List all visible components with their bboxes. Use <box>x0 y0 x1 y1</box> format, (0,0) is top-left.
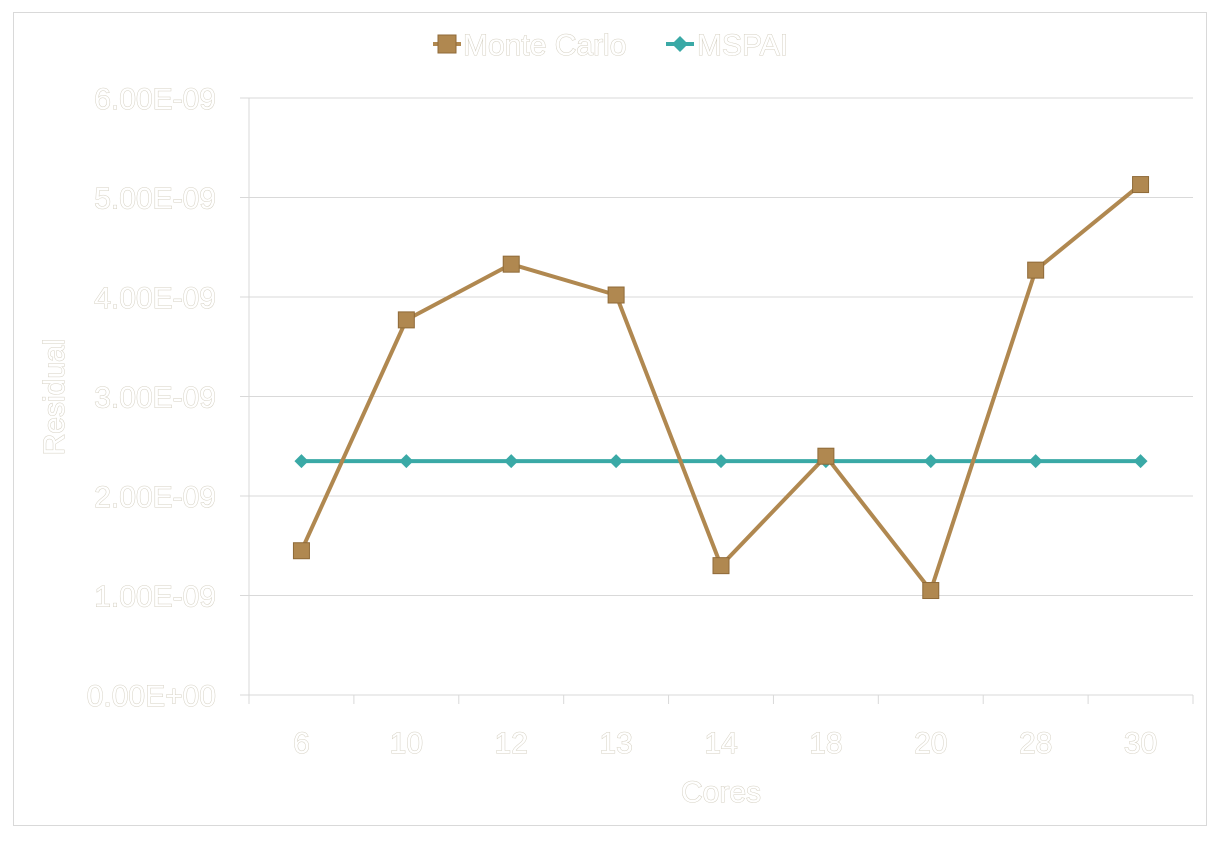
data-point <box>1027 261 1045 279</box>
data-point <box>712 557 730 575</box>
data-point <box>397 311 415 329</box>
legend-mspai-marker <box>672 36 688 52</box>
y-tick-labels: 0.00E+00 1.00E-09 2.00E-09 3.00E-09 4.00E-09… <box>86 83 216 714</box>
x-axis-title: Cores <box>681 776 761 809</box>
data-point <box>294 454 309 469</box>
data-point <box>714 454 728 469</box>
y-tick-label: 5.00E-09 <box>94 183 216 216</box>
y-tick-label: 0.00E+00 <box>87 680 216 713</box>
data-point <box>922 582 940 600</box>
series-monte-carlo <box>292 176 1150 600</box>
legend: Monte Carlo MSPAI <box>433 29 789 63</box>
y-tick-label: 6.00E-09 <box>94 83 216 116</box>
legend-mspai-label: MSPAI <box>697 29 788 62</box>
y-tick-label: 1.00E-09 <box>94 581 216 614</box>
x-tick-label: 6 <box>293 727 310 760</box>
data-point <box>504 454 519 469</box>
gridlines <box>249 97 1193 596</box>
x-tick-labels: 6 10 12 13 14 18 20 28 30 <box>293 727 1158 761</box>
data-point <box>1132 176 1150 194</box>
x-tick-label: 10 <box>390 727 423 760</box>
x-tick-label: 13 <box>599 727 632 760</box>
data-point <box>923 454 938 469</box>
x-tick-label: 18 <box>809 727 842 760</box>
x-tick-label: 28 <box>1019 727 1052 760</box>
x-tick-label: 20 <box>914 727 947 760</box>
data-point <box>607 286 625 304</box>
y-tick-label: 4.00E-09 <box>94 282 216 315</box>
y-axis-title: Residual <box>38 339 71 456</box>
data-point <box>1133 454 1148 469</box>
x-tick-label: 12 <box>495 727 528 760</box>
data-point <box>609 454 624 469</box>
data-point <box>817 447 835 465</box>
series-mspai <box>294 454 1148 469</box>
data-point <box>1028 454 1043 469</box>
x-tick-label: 14 <box>704 727 737 760</box>
data-point <box>502 255 520 273</box>
legend-monte-carlo-marker <box>437 34 457 54</box>
legend-monte-carlo-label: Monte Carlo <box>463 29 626 62</box>
chart-frame <box>13 12 1207 826</box>
series-line <box>299 183 1142 593</box>
axes <box>240 97 1194 704</box>
data-point <box>399 454 414 469</box>
series-group <box>292 176 1150 600</box>
y-tick-label: 3.00E-09 <box>94 382 216 415</box>
y-tick-label: 2.00E-09 <box>94 481 216 514</box>
data-point <box>292 542 310 560</box>
x-tick-label: 30 <box>1124 727 1157 760</box>
